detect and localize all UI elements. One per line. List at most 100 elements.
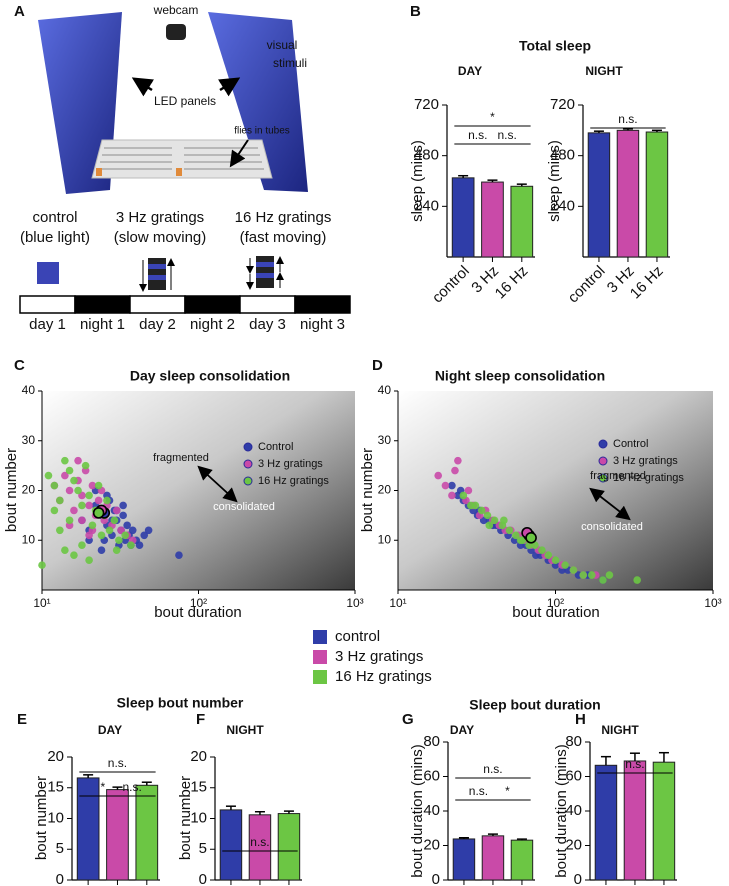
significance-label: n.s. [618, 112, 637, 126]
scatter-point [516, 536, 525, 545]
arrow [217, 77, 241, 97]
scatter-point [94, 496, 103, 505]
scatter-point [78, 501, 86, 510]
legend-label: 3 Hz gratings [613, 455, 678, 467]
scatter-point [121, 531, 129, 540]
led-panel-right [208, 12, 308, 192]
scatter-point [569, 566, 578, 574]
timeline-segment [74, 295, 131, 314]
x-tick-label: 16 Hz [627, 263, 667, 303]
panel-letter: G [402, 711, 414, 728]
grating-icon-fast [246, 256, 284, 290]
bar [616, 129, 640, 258]
x-tick-label: 16 Hz [492, 263, 532, 303]
x-tick-label: control [565, 263, 609, 307]
double-arrow [589, 487, 631, 521]
chart-title: Sleep bout duration [469, 697, 600, 713]
x-tick-label: 10³ [704, 596, 721, 610]
food [176, 168, 182, 176]
legend-label: 16 Hz gratings [258, 475, 329, 487]
scatter-point [119, 511, 127, 520]
condition-label: (blue light) [20, 229, 90, 246]
legend-swatch [313, 630, 327, 644]
scatter-point [65, 516, 74, 525]
significance-label: n.s. [469, 784, 488, 798]
timeline-label: day 1 [29, 316, 66, 333]
scatter-point [544, 551, 553, 559]
chart-subtitle: DAY [450, 723, 474, 737]
scatter-point [70, 506, 78, 515]
chart-subtitle: NIGHT [226, 723, 264, 737]
legend-label: 3 Hz gratings [335, 648, 423, 665]
scatter-point [70, 476, 78, 485]
bar [277, 813, 301, 881]
scatter-point [135, 541, 144, 550]
y-tick-label: 30 [22, 433, 36, 447]
y-tick-label: 20 [190, 748, 207, 765]
tubes [98, 147, 264, 170]
scatter-point [485, 521, 494, 530]
scatter-point [94, 481, 103, 490]
y-tick-label: 40 [423, 802, 440, 819]
y-tick-label: 5 [199, 840, 207, 857]
webcam-icon [166, 24, 186, 40]
panel-a: A webcam visual stimuli LED panels flies… [14, 3, 351, 333]
y-tick-label: 20 [378, 483, 392, 497]
scatter-point [128, 526, 137, 535]
panel-letter: F [196, 711, 205, 728]
scatter-point [490, 516, 499, 525]
scatter-point [56, 526, 64, 535]
significance-label: * [490, 110, 495, 124]
scatter-point [587, 571, 596, 579]
chart-title: Total sleep [519, 38, 591, 54]
significance-label: * [100, 780, 105, 794]
scatter-point [531, 541, 539, 550]
timeline-segment [129, 295, 186, 314]
x-axis-label: bout duration [154, 604, 242, 621]
bar [510, 185, 534, 258]
scatter-point [70, 551, 78, 559]
legend-marker [243, 442, 253, 452]
scatter-point [605, 571, 614, 579]
arrow [131, 77, 155, 97]
timeline-label: night 1 [80, 316, 125, 333]
scatter-point [551, 556, 560, 564]
scatter-point [483, 511, 492, 520]
chart-title: Night sleep consolidation [435, 368, 605, 384]
bar [106, 789, 129, 881]
scatter-point [74, 456, 82, 465]
scatter-point [448, 481, 456, 490]
scatter-point [119, 501, 127, 510]
scatter-point [579, 571, 588, 579]
y-tick-label: 20 [47, 748, 64, 765]
y-tick-label: 10 [378, 532, 392, 546]
significance-label: * [505, 784, 510, 798]
significance-label: n.s. [625, 757, 644, 771]
scatter-point [505, 526, 514, 535]
y-tick-label: 720 [550, 96, 575, 113]
y-tick-label: 20 [423, 836, 440, 853]
scatter-point [175, 551, 183, 559]
legend-marker [243, 476, 253, 486]
scatter-point [103, 496, 111, 505]
scatter-point [61, 471, 69, 480]
timeline-label: night 3 [300, 316, 345, 333]
scatter-point [112, 506, 121, 515]
scatter-point [140, 531, 149, 540]
y-tick-label: 40 [22, 383, 36, 397]
bar [510, 839, 534, 881]
annotation: consolidated [213, 501, 275, 513]
scatter-point [97, 546, 106, 554]
panel-letter: C [14, 357, 25, 374]
scatter-point [85, 531, 93, 540]
double-arrow [197, 465, 238, 503]
y-tick-label: 10 [190, 809, 207, 826]
panel-letter: D [372, 357, 383, 374]
y-tick-label: 80 [423, 733, 440, 750]
bar [219, 809, 243, 881]
condition-label: 16 Hz gratings [235, 209, 332, 226]
y-axis-label: bout number [177, 776, 194, 860]
y-tick-label: 480 [550, 147, 575, 164]
significance-label: n.s. [483, 762, 502, 776]
